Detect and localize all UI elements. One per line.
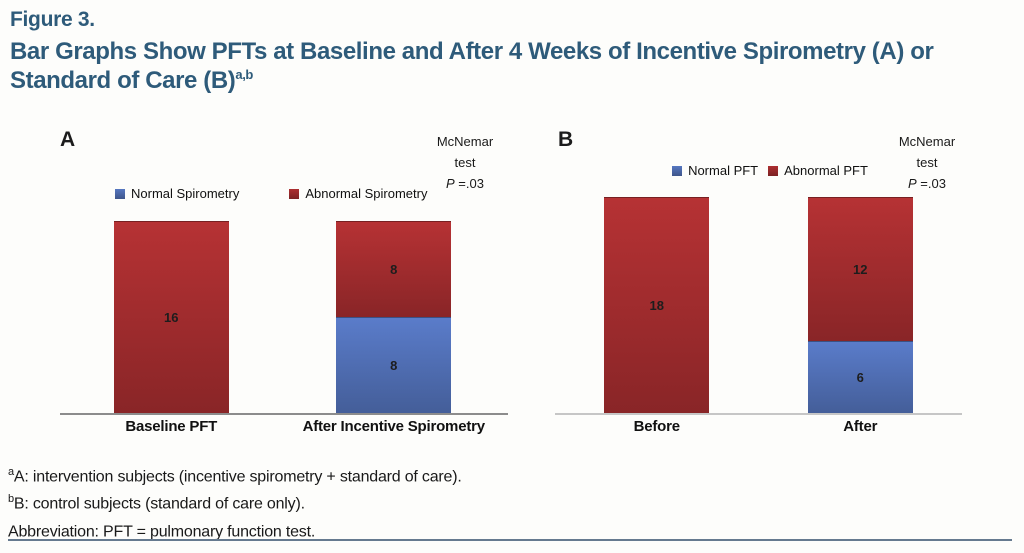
figure-title: Bar Graphs Show PFTs at Baseline and Aft… (10, 37, 965, 96)
panel-b-label: B (558, 128, 574, 151)
figure-header: Figure 3. Bar Graphs Show PFTs at Baseli… (10, 8, 1010, 96)
bar-segment-normal-pft: 6 (807, 341, 913, 413)
mcnemar-annotation-a: McNemar test P =.03 (427, 131, 503, 194)
plot-area-a: 16 8 8 (60, 183, 505, 413)
chart-panel-b: B McNemar test P =.03 Normal PFT Abnormal P… (553, 126, 965, 456)
bar-baseline-pft: 16 (113, 221, 229, 413)
legend-item: Abnormal Spirometry (289, 186, 427, 201)
bar-after: 12 6 (807, 197, 913, 413)
footnote-abbreviation: Abbreviation: PFT = pulmonary function t… (8, 516, 462, 543)
category-label: Baseline PFT (125, 418, 218, 435)
category-label: Before (633, 418, 681, 435)
figure-title-superscript: a,b (235, 67, 253, 83)
legend-a: Normal Spirometry Abnormal Spirometry (115, 186, 427, 201)
annotation-line: McNemar (436, 134, 494, 149)
footnote-a: aA: intervention subjects (incentive spi… (8, 461, 462, 488)
category-label: After (843, 418, 878, 435)
legend-b: Normal PFT Abnormal PFT (553, 163, 965, 178)
footnote-b: bB: control subjects (standard of care o… (8, 488, 462, 515)
bottom-divider-rule (8, 539, 1012, 541)
annotation-line: test (916, 155, 938, 171)
annotation-line: P =.03 (446, 176, 484, 192)
bar-segment-abnormal-spirometry: 16 (113, 221, 229, 413)
legend-item: Abnormal PFT (768, 163, 868, 178)
footnote-b-superscript: b (8, 493, 14, 506)
bar-value-label: 18 (649, 298, 664, 313)
bar-value-label: 6 (856, 370, 864, 385)
annotation-line: test (454, 155, 476, 171)
category-label: After Incentive Spirometry (302, 418, 486, 435)
panel-a-label: A (60, 128, 76, 151)
category-labels-b: Before After (555, 418, 962, 435)
figure-number: Figure 3. (10, 8, 95, 31)
x-axis-line-b (555, 413, 962, 415)
legend-item: Normal PFT (672, 163, 758, 178)
legend-swatch-icon (672, 165, 683, 176)
footnote-b-text: B: control subjects (standard of care on… (13, 495, 305, 513)
footnote-a-superscript: a (8, 466, 14, 478)
bar-value-label: 8 (390, 262, 398, 277)
bar-segment-abnormal-spirometry: 8 (336, 221, 452, 317)
bar-before: 18 (604, 197, 710, 413)
x-axis-line-a (60, 413, 508, 415)
legend-label: Normal Spirometry (131, 186, 240, 201)
legend-swatch-icon (289, 188, 300, 199)
chart-panel-a: A McNemar test P =.03 Normal Spirometry Abn… (55, 126, 508, 456)
footnote-abbr-text: Abbreviation: PFT = pulmonary function t… (8, 522, 316, 540)
annotation-line: P =.03 (908, 176, 946, 192)
figure-footnotes: aA: intervention subjects (incentive spi… (8, 461, 462, 543)
bar-value-label: 12 (853, 262, 868, 277)
bar-segment-abnormal-pft: 12 (807, 197, 913, 341)
legend-label: Abnormal Spirometry (305, 186, 428, 201)
legend-swatch-icon (115, 188, 125, 199)
legend-swatch-icon (768, 165, 779, 176)
bar-value-label: 16 (164, 310, 179, 325)
category-labels-a: Baseline PFT After Incentive Spirometry (60, 418, 505, 435)
legend-item: Normal Spirometry (115, 186, 239, 201)
mcnemar-annotation-b: McNemar test P =.03 (889, 131, 965, 194)
annotation-line: McNemar (898, 134, 956, 149)
figure-title-text: Bar Graphs Show PFTs at Baseline and Aft… (10, 38, 934, 95)
footnote-a-text: A: intervention subjects (incentive spir… (13, 468, 462, 486)
bar-segment-normal-spirometry: 8 (336, 317, 452, 413)
bar-value-label: 8 (390, 358, 398, 373)
plot-area-b: 18 12 6 (555, 183, 962, 413)
legend-label: Abnormal PFT (784, 163, 868, 178)
bar-segment-abnormal-pft: 18 (604, 197, 710, 413)
legend-label: Normal PFT (688, 163, 759, 178)
